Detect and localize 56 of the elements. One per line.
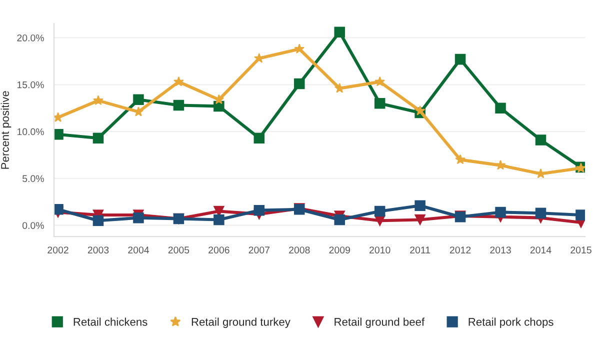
- x-tick-label: 2003: [88, 246, 109, 254]
- y-axis-title: Percent positive: [0, 91, 12, 169]
- point: [133, 94, 144, 106]
- x-tick-label: 2015: [570, 246, 592, 254]
- x-tick-label: 2006: [208, 246, 230, 254]
- y-tick-label: 5.0%: [22, 175, 44, 182]
- point: [535, 208, 546, 219]
- point: [414, 200, 426, 212]
- x-tick-label: 2002: [48, 246, 68, 254]
- point: [536, 168, 546, 178]
- point: [214, 214, 224, 226]
- point: [54, 128, 64, 140]
- point: [454, 54, 466, 65]
- point: [93, 95, 104, 106]
- point: [535, 134, 546, 146]
- point: [254, 204, 265, 216]
- point: [495, 160, 506, 170]
- x-tick-label: 2009: [329, 246, 350, 254]
- point: [495, 206, 506, 218]
- point: [173, 100, 184, 111]
- point: [254, 132, 265, 144]
- point: [54, 204, 64, 215]
- x-tick-label: 2004: [128, 246, 150, 254]
- x-tick-label: 2014: [530, 246, 552, 254]
- x-tick-label: 2008: [289, 246, 310, 254]
- y-tick-label: 0.0%: [22, 222, 44, 229]
- x-tick-label: 2010: [370, 246, 390, 254]
- point: [294, 78, 305, 90]
- point: [414, 214, 426, 226]
- point: [133, 212, 144, 224]
- x-tick-label: 2013: [490, 246, 511, 254]
- point: [334, 83, 345, 93]
- legend-label: Retail ground beef: [334, 318, 425, 328]
- point: [92, 215, 104, 226]
- x-tick-label: 2005: [168, 246, 190, 254]
- y-tick-label: 20.0%: [17, 34, 44, 42]
- point: [576, 210, 585, 220]
- point: [374, 76, 385, 86]
- point: [334, 26, 345, 38]
- point: [414, 106, 426, 116]
- x-tick-label: 2007: [248, 246, 270, 254]
- point: [92, 132, 104, 144]
- point: [374, 98, 386, 109]
- y-tick-label: 15.0%: [17, 81, 44, 88]
- point: [174, 76, 184, 86]
- point: [455, 154, 466, 164]
- point: [334, 214, 345, 226]
- point: [495, 102, 506, 114]
- point: [374, 206, 386, 217]
- x-tick-label: 2012: [450, 246, 471, 254]
- x-tick-label: 2011: [410, 246, 430, 254]
- legend-label: Retail pork chops: [468, 318, 554, 328]
- point: [294, 44, 305, 54]
- y-tick-label: 10.0%: [17, 128, 44, 136]
- legend-label: Retail chickens: [74, 318, 148, 326]
- legend-label: Retail ground turkey: [192, 318, 290, 328]
